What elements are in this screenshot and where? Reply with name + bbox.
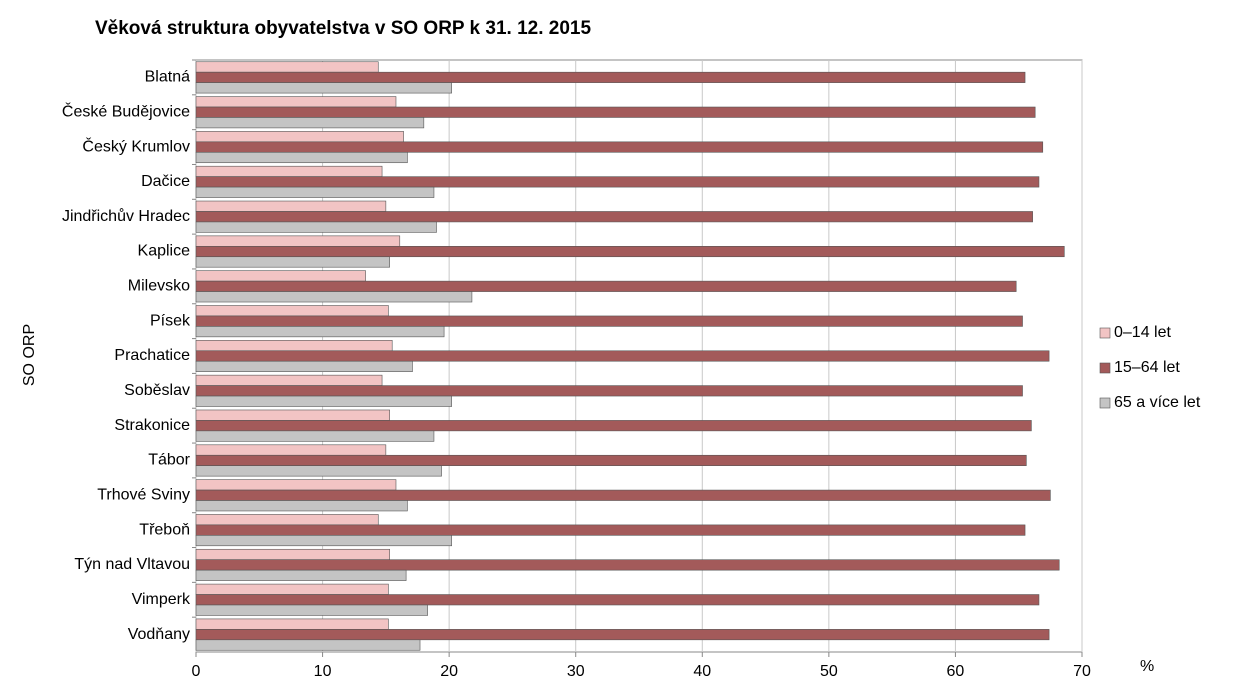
y-tick-label: Vimperk [132,591,191,608]
y-tick-label: Milevsko [128,278,190,295]
y-tick-label: Prachatice [114,347,190,364]
bar [195,71,1026,83]
bar [195,326,445,338]
bar [195,385,1023,397]
x-tick-label: 60 [947,663,965,680]
y-tick-label: Kaplice [138,243,191,260]
x-tick-label: 20 [440,663,458,680]
bar [195,165,383,177]
x-tick-label: 10 [314,663,332,680]
bar [195,444,387,456]
legend-swatch [1099,362,1111,374]
bar [195,96,397,108]
bar [195,186,435,198]
y-tick-label: České Budějovice [62,101,190,120]
bar [195,420,1032,432]
bar [195,131,404,143]
y-tick-label: Strakonice [114,417,190,434]
bar [195,639,421,651]
bar [195,61,379,73]
y-tick-label: Český Krumlov [82,136,190,155]
bar [195,106,1036,118]
bar [195,246,1065,258]
bar [195,151,408,164]
bar [195,117,425,129]
bar [195,256,390,268]
bar [195,350,1050,362]
x-tick-label: 0 [192,663,201,680]
y-tick-label: Trhové Sviny [97,487,190,504]
x-tick-label: 70 [1073,663,1091,680]
bar [195,141,1044,153]
x-tick-label: 40 [693,663,711,680]
y-axis-label: SO ORP [21,324,38,386]
bar [195,479,397,491]
bar [195,291,473,303]
bar [195,548,390,561]
bar [195,200,387,212]
bar [195,176,1040,188]
bar [195,211,1033,223]
bar [195,360,413,372]
y-tick-label: Jindřichův Hradec [62,207,190,225]
bar [195,583,389,595]
bar [195,569,407,581]
bar [195,454,1027,466]
bar [195,82,452,94]
bar [195,524,1026,536]
y-tick-label: Blatná [145,69,190,86]
legend-label: 15–64 let [1114,359,1180,376]
bar [195,280,1017,292]
bar [195,535,452,547]
bar [195,374,383,386]
bar [195,594,1040,606]
y-tick-label: Třeboň [139,521,190,538]
legend-swatch [1099,327,1111,339]
x-axis-label: % [1140,658,1154,675]
y-tick-label: Dačice [141,173,190,190]
bar [195,489,1051,501]
y-tick-label: Písek [150,312,191,329]
chart-title: Věková struktura obyvatelstva v SO ORP k… [95,18,591,39]
y-tick-label: Vodňany [128,626,190,643]
bar [195,270,366,282]
y-tick-label: Tábor [148,452,190,469]
bar [195,221,437,233]
legend-label: 65 a více let [1114,394,1201,411]
bar [195,315,1023,327]
legend-label: 0–14 let [1114,324,1171,341]
bar [195,500,408,512]
bar [195,559,1060,571]
x-tick-label: 30 [567,663,585,680]
bar [195,395,452,407]
y-tick-label: Týn nad Vltavou [74,556,190,573]
bar [195,430,435,442]
bar [195,465,442,477]
bar [195,409,390,421]
y-tick-label: Soběslav [124,382,190,399]
bar [195,340,393,352]
bar [195,604,428,616]
bar [195,618,389,630]
bar [195,514,379,526]
bar [195,235,401,247]
x-tick-label: 50 [820,663,838,680]
bar [195,629,1050,641]
bar [195,305,389,317]
legend-swatch [1099,397,1111,409]
